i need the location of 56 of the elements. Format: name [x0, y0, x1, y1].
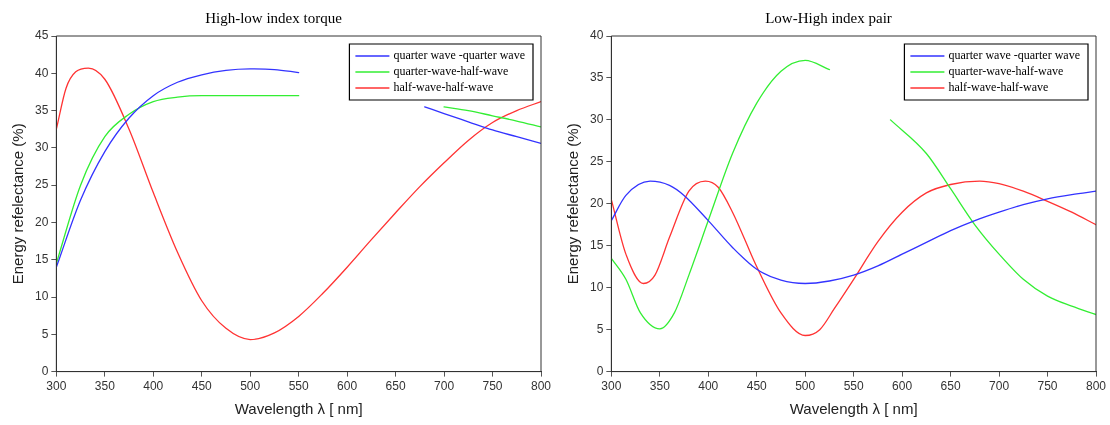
x-tick-label: 400: [143, 379, 164, 394]
chart-title: Low-High index pair: [765, 9, 892, 26]
x-tick-label: 650: [940, 379, 961, 394]
y-tick-label: 40: [589, 28, 604, 43]
y-axis-title: Energy refelectance (%): [9, 123, 27, 285]
x-tick-label: 400: [698, 379, 719, 394]
x-tick-label: 700: [989, 379, 1010, 394]
x-tick-label: 600: [337, 379, 358, 394]
y-tick-label: 30: [589, 112, 604, 127]
x-tick-label: 500: [240, 379, 261, 394]
x-tick-label: 350: [94, 379, 116, 394]
y-tick-label: 20: [589, 196, 604, 211]
x-tick-label: 650: [385, 379, 406, 394]
y-tick-label: 45: [34, 28, 49, 43]
legend-label: quarter wave -quarter wave: [948, 48, 1080, 63]
y-tick-label: 0: [596, 363, 604, 378]
x-axis-title: Wavelength λ [ nm]: [789, 400, 918, 418]
legend-label: half-wave-half-wave: [393, 80, 494, 95]
y-tick-label: 10: [589, 280, 604, 295]
legend-label: quarter-wave-half-wave: [393, 64, 509, 79]
y-axis-title: Energy refelectance (%): [564, 123, 582, 285]
x-axis-title: Wavelength λ [ nm]: [234, 400, 363, 418]
x-tick-label: 750: [482, 379, 503, 394]
legend-label: half-wave-half-wave: [948, 80, 1049, 95]
x-tick-label: 350: [649, 379, 671, 394]
line-series: [56, 67, 541, 341]
x-tick-label: 700: [434, 379, 455, 394]
x-tick-label: 800: [1085, 379, 1107, 394]
legend-label: quarter-wave-half-wave: [948, 64, 1064, 79]
y-tick-label: 35: [34, 102, 49, 117]
x-tick-label: 450: [746, 379, 768, 394]
y-tick-label: 35: [589, 70, 604, 85]
line-series: [611, 180, 1096, 285]
y-tick-label: 5: [41, 326, 49, 341]
legend-label: quarter wave -quarter wave: [393, 48, 525, 63]
chart-title: High-low index torque: [205, 9, 343, 26]
x-tick-label: 750: [1037, 379, 1058, 394]
y-tick-label: 40: [34, 65, 49, 80]
x-tick-label: 550: [843, 379, 865, 394]
x-tick-label: 550: [288, 379, 310, 394]
y-tick-label: 10: [34, 289, 49, 304]
y-tick-label: 25: [34, 177, 49, 192]
y-tick-label: 0: [41, 363, 49, 378]
x-tick-label: 500: [795, 379, 816, 394]
y-tick-label: 20: [34, 214, 49, 229]
y-tick-label: 15: [34, 252, 49, 267]
line-series: [611, 180, 1096, 337]
x-tick-label: 450: [191, 379, 213, 394]
x-tick-label: 300: [601, 379, 622, 394]
x-tick-label: 300: [46, 379, 67, 394]
y-tick-label: 15: [589, 238, 604, 253]
y-tick-label: 5: [596, 321, 604, 336]
y-tick-label: 25: [589, 154, 604, 169]
x-tick-label: 600: [892, 379, 913, 394]
x-tick-label: 800: [530, 379, 552, 394]
y-tick-label: 30: [34, 140, 49, 155]
